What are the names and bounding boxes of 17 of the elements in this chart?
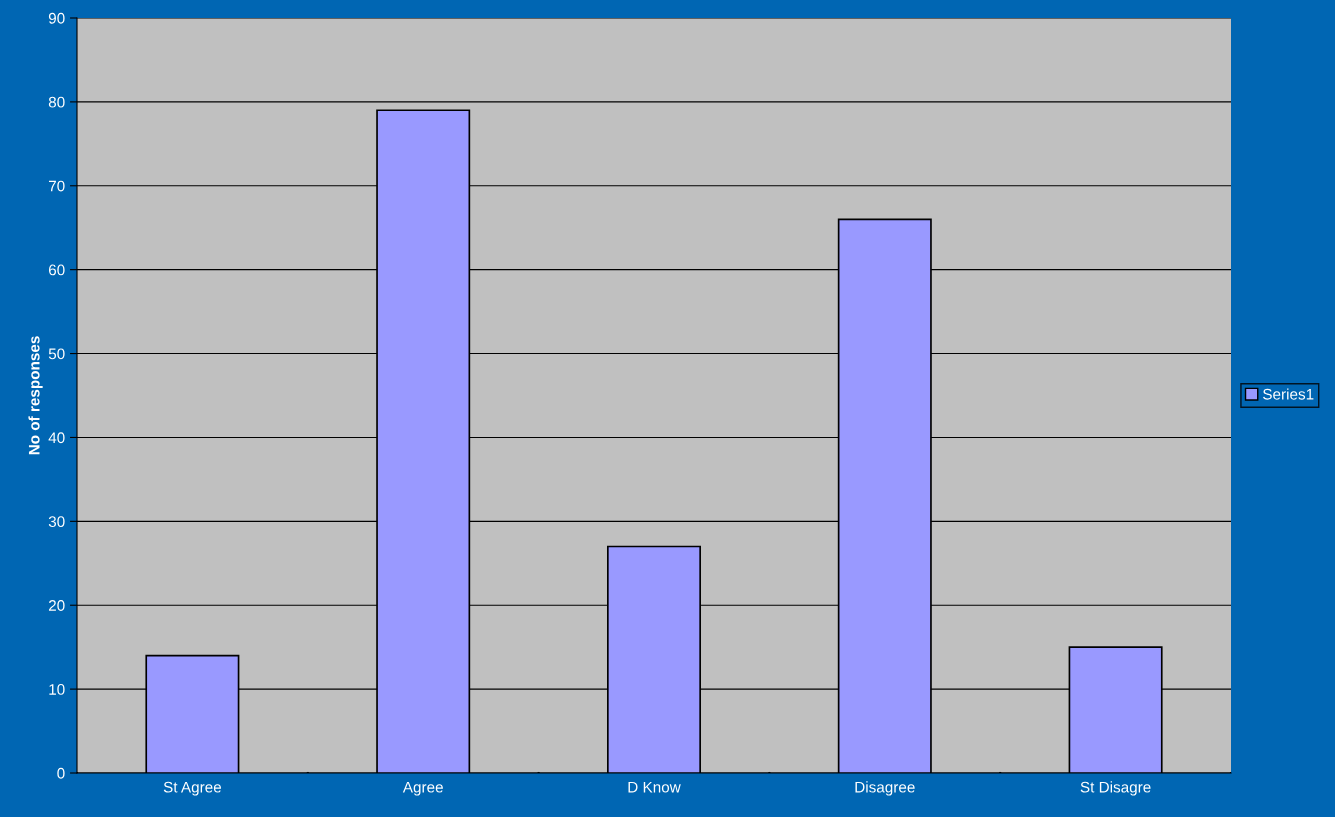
y-tick-label: 0: [57, 767, 65, 779]
y-tick-label: 50: [48, 348, 65, 360]
x-tick-label: Disagree: [855, 781, 915, 796]
y-tick-label: 40: [48, 432, 65, 444]
y-tick-label: 70: [48, 180, 65, 192]
y-axis-title: No of responses: [28, 336, 43, 455]
y-tick-label: 60: [48, 264, 65, 276]
x-tick-label: St Agree: [163, 781, 222, 796]
x-tick-label: Agree: [402, 781, 443, 796]
y-tick-label: 20: [48, 600, 65, 611]
y-tick-label: 80: [48, 96, 65, 108]
y-tick-label: 10: [49, 683, 65, 695]
x-tick-label: D Know: [628, 781, 681, 793]
x-tick-label: St Disagre: [1080, 781, 1151, 796]
legend-label: Series1: [1263, 388, 1314, 400]
y-tick-label: 30: [48, 516, 65, 528]
y-tick-label: 90: [48, 12, 65, 24]
